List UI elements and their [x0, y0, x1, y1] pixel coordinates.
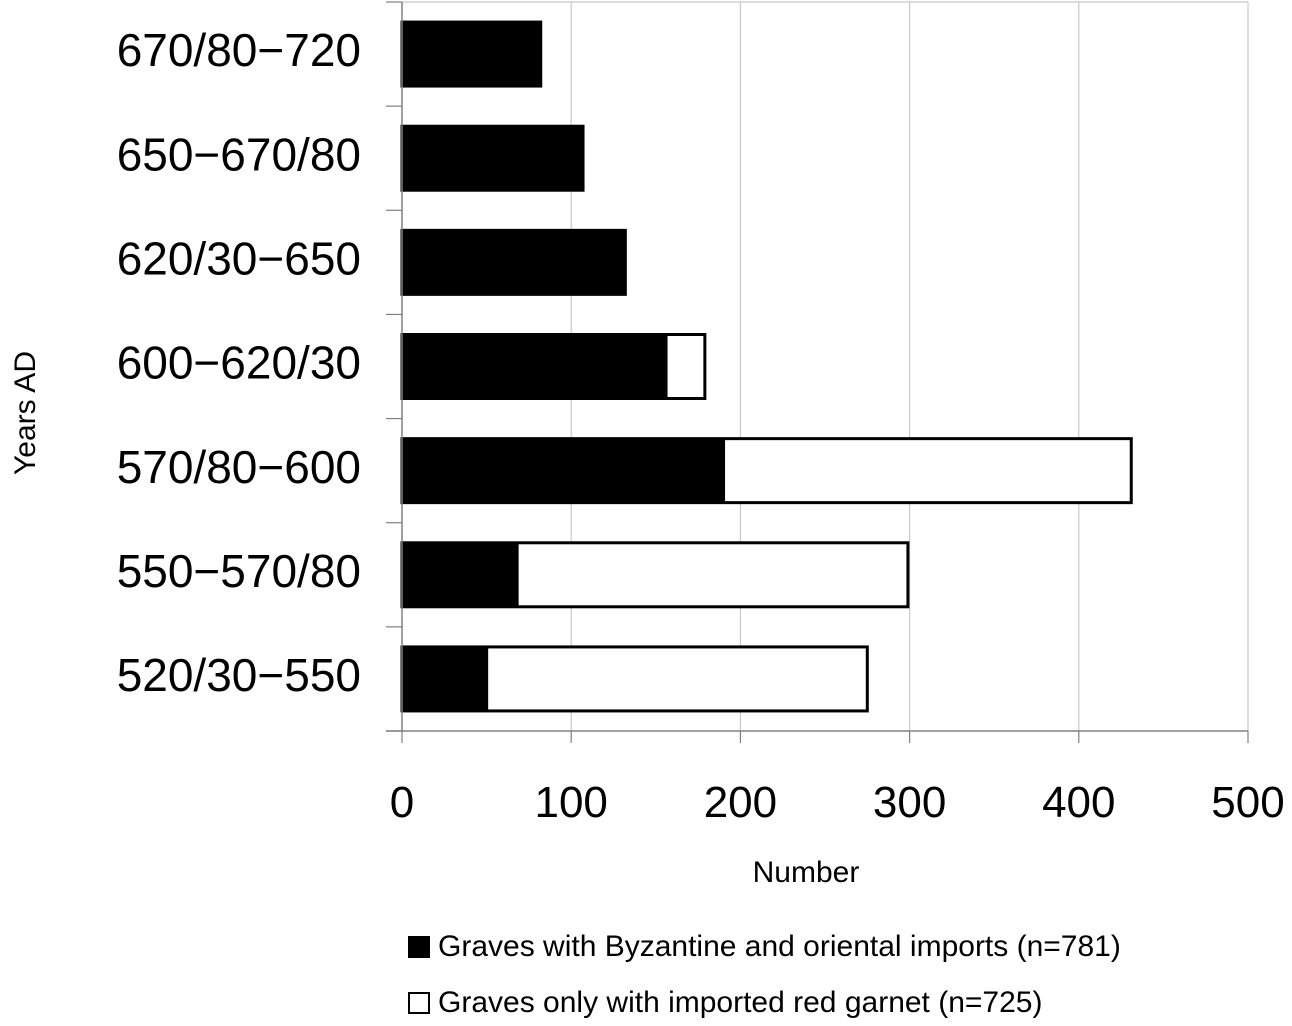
legend-label-byzantine-imports: Graves with Byzantine and oriental impor… — [438, 930, 1121, 963]
legend-swatch-black — [408, 936, 430, 958]
bars — [400, 20, 1133, 713]
gridlines — [402, 1, 1249, 731]
category-label: 620/30−650 — [117, 233, 361, 285]
legend-swatch-white — [408, 992, 430, 1014]
y-axis-title: Years AD — [9, 351, 42, 475]
category-label: 550−570/80 — [117, 545, 361, 597]
category-label: 670/80−720 — [117, 24, 361, 76]
legend-item-byzantine-imports: Graves with Byzantine and oriental impor… — [408, 930, 1121, 964]
category-label: 650−670/80 — [117, 128, 361, 180]
bar-segment — [402, 22, 541, 87]
axes — [386, 1, 1249, 743]
x-tick-label: 100 — [534, 778, 607, 827]
x-axis-title: Number — [753, 856, 860, 889]
bar-segment — [402, 646, 489, 711]
category-label: 570/80−600 — [117, 441, 361, 493]
legend-label-red-garnet: Graves only with imported red garnet (n=… — [438, 986, 1043, 1019]
bar-segment — [667, 334, 705, 399]
tick-labels: 0 100 200 300 400 500 — [390, 778, 1285, 827]
legend-item-red-garnet: Graves only with imported red garnet (n=… — [408, 986, 1042, 1020]
category-label: 520/30−550 — [117, 649, 361, 701]
category-label: 600−620/30 — [117, 337, 361, 389]
bar-segment — [402, 542, 519, 607]
bar-segment — [402, 438, 726, 503]
bar-segment — [488, 646, 868, 711]
x-tick-label: 0 — [390, 778, 414, 827]
bar-segment — [518, 542, 908, 607]
bar-segment — [725, 438, 1132, 503]
x-tick-label: 500 — [1211, 778, 1284, 827]
bar-segment — [402, 230, 626, 295]
bar-segment — [402, 126, 584, 191]
category-labels: 670/80−720 650−670/80 620/30−650 600−620/30… — [117, 24, 361, 701]
x-tick-label: 400 — [1042, 778, 1115, 827]
x-tick-label: 200 — [704, 778, 777, 827]
bar-segment — [402, 334, 668, 399]
x-tick-label: 300 — [873, 778, 946, 827]
